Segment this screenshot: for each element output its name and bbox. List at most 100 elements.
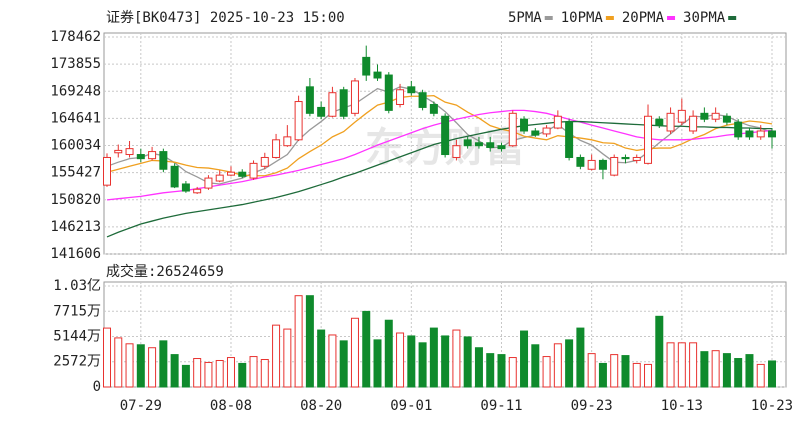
candle-body xyxy=(249,162,258,179)
y-tick-label: 164641 xyxy=(50,110,101,126)
candle-body xyxy=(136,154,145,160)
candle-body xyxy=(520,118,529,132)
legend-label: 30PMA xyxy=(683,10,726,26)
volume-bar xyxy=(103,327,111,388)
legend-swatch xyxy=(544,16,553,20)
candle-body xyxy=(452,145,461,158)
y-tick-label: 155427 xyxy=(50,165,101,181)
candle-body xyxy=(317,106,326,117)
volume-bar xyxy=(125,343,134,388)
volume-bar xyxy=(655,315,664,388)
volume-bar xyxy=(520,330,529,388)
volume-bar xyxy=(463,336,472,388)
volume-bar xyxy=(396,332,405,388)
volume-bar xyxy=(305,295,314,388)
candle-body xyxy=(305,86,314,114)
volume-label: 成交量:26524659 xyxy=(106,263,224,280)
candle-body xyxy=(610,156,619,176)
candle-body xyxy=(576,156,585,167)
candle-body xyxy=(350,80,359,114)
volume-bar xyxy=(407,335,416,388)
volume-bar xyxy=(204,361,213,388)
candle-body xyxy=(429,103,438,114)
legend-label: 5PMA xyxy=(508,10,542,26)
candle-body xyxy=(328,92,337,117)
candle-body xyxy=(531,130,540,136)
volume-bar xyxy=(328,334,337,388)
volume-bar xyxy=(148,347,157,388)
candle-body xyxy=(553,115,562,129)
volume-bar xyxy=(317,329,326,388)
volume-bar xyxy=(170,354,179,388)
ma-line xyxy=(106,94,773,177)
volume-bar xyxy=(700,351,709,388)
candle-body xyxy=(283,136,292,147)
volume-bar xyxy=(632,362,641,388)
candle-body xyxy=(226,171,235,176)
legend-label: 20PMA xyxy=(622,10,665,26)
candle-body xyxy=(677,109,686,123)
candle-body xyxy=(125,148,134,156)
volume-bar xyxy=(542,356,551,388)
volume-bar xyxy=(722,353,731,388)
volume-bar xyxy=(373,339,382,388)
volume-bar xyxy=(294,295,303,388)
candle-body xyxy=(542,127,551,135)
y-tick-label: 5144万 xyxy=(53,328,101,344)
volume-bar xyxy=(486,353,495,388)
volume-bar xyxy=(756,363,765,388)
candle-body xyxy=(666,112,675,132)
volume-bar xyxy=(576,327,585,388)
candle-body xyxy=(384,74,393,111)
x-tick-label: 10-13 xyxy=(661,398,703,414)
candle-body xyxy=(598,159,607,170)
candle-body xyxy=(768,130,776,138)
y-tick-label: 178462 xyxy=(50,29,101,45)
volume-bar xyxy=(711,350,720,388)
y-tick-label: 2572万 xyxy=(53,354,101,370)
volume-bar xyxy=(598,362,607,388)
candle-body xyxy=(339,89,348,117)
candle-body xyxy=(486,142,495,148)
volume-bar xyxy=(768,360,776,388)
candle-body xyxy=(204,177,213,189)
volume-bar xyxy=(745,354,754,388)
x-tick-label: 07-29 xyxy=(120,398,162,414)
candle-body xyxy=(294,101,303,141)
candle-body xyxy=(497,145,506,150)
volume-bar xyxy=(610,354,619,388)
y-tick-label: 150820 xyxy=(50,192,101,208)
candle-body xyxy=(474,142,483,147)
volume-bar xyxy=(249,356,258,388)
volume-bar xyxy=(181,364,190,388)
y-tick-label: 0 xyxy=(93,379,101,395)
candle-body xyxy=(215,174,224,182)
volume-bar xyxy=(272,324,281,388)
candle-body xyxy=(655,118,664,126)
candle-body xyxy=(722,115,731,123)
volume-bar xyxy=(159,340,168,388)
candle-body xyxy=(272,139,281,158)
y-tick-label: 1.03亿 xyxy=(53,278,101,294)
candle-body xyxy=(193,188,202,194)
volume-bar xyxy=(418,342,427,388)
ma-line xyxy=(106,120,772,238)
x-tick-label: 09-01 xyxy=(390,398,432,414)
volume-bar xyxy=(441,335,450,388)
volume-bar xyxy=(452,329,461,388)
candle-body xyxy=(148,151,157,160)
candle-body xyxy=(159,151,168,170)
y-tick-label: 141606 xyxy=(50,246,101,262)
candle-body xyxy=(373,71,382,79)
volume-bar xyxy=(565,339,574,388)
candle-body xyxy=(508,112,517,147)
volume-bar xyxy=(734,358,743,388)
volume-bar xyxy=(362,310,371,388)
candle-body xyxy=(170,165,179,188)
legend-label: 10PMA xyxy=(561,10,604,26)
volume-bar xyxy=(114,337,123,388)
candle-body xyxy=(689,115,698,132)
candle-body xyxy=(463,139,472,147)
candle-body xyxy=(734,121,743,138)
